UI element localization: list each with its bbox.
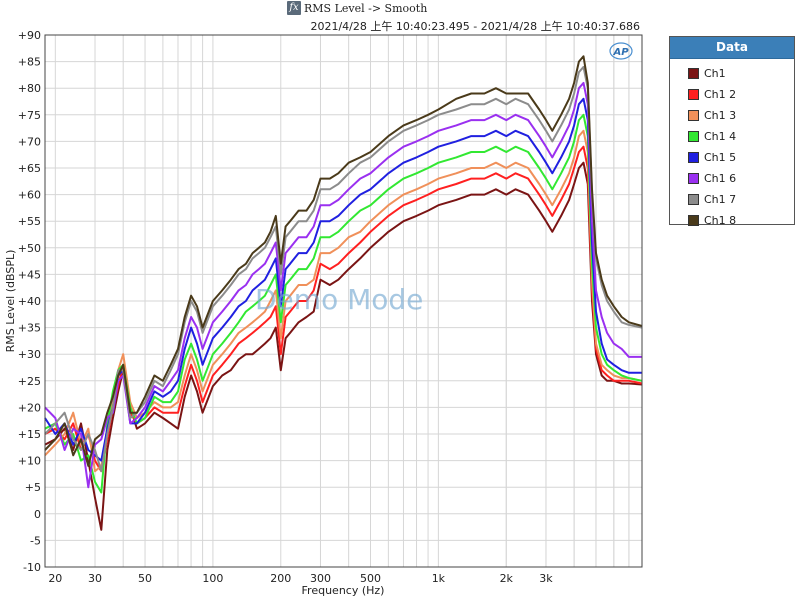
series-line-4	[44, 113, 643, 494]
y-tick-label: +45	[18, 268, 41, 281]
y-tick-label: +40	[18, 295, 41, 308]
plot-area-border	[44, 34, 643, 568]
y-tick-label: +30	[18, 348, 41, 361]
legend-item-4[interactable]: Ch1 4	[688, 126, 794, 147]
grid-lines	[45, 34, 643, 568]
legend-swatch	[688, 110, 699, 121]
legend-swatch	[688, 215, 699, 226]
legend-swatch	[688, 173, 699, 184]
legend-panel: Data Ch1 Ch1 2 Ch1 3 Ch1 4 Ch1 5 Ch1 6 Ch1 7 Ch…	[669, 36, 795, 227]
y-tick-label: +5	[25, 481, 41, 494]
legend-label: Ch1 6	[704, 172, 737, 185]
y-tick-label: -10	[23, 561, 41, 574]
series-lines	[44, 55, 643, 531]
x-axis-label: Frequency (Hz)	[302, 584, 385, 597]
legend-swatch	[688, 131, 699, 142]
legend-label: Ch1 5	[704, 151, 737, 164]
y-tick-label: +50	[18, 242, 41, 255]
x-tick-label: 100	[202, 572, 223, 585]
legend-item-7[interactable]: Ch1 7	[688, 189, 794, 210]
y-tick-label: +35	[18, 322, 41, 335]
legend-label: Ch1 2	[704, 88, 737, 101]
y-tick-labels: +90+85+80+75+70+65+60+55+50+45+40+35+30+…	[18, 29, 41, 574]
legend-item-1[interactable]: Ch1	[688, 63, 794, 84]
time-range-subtitle: 2021/4/28 上午 10:40:23.495 - 2021/4/28 上午…	[310, 20, 640, 33]
legend-item-6[interactable]: Ch1 6	[688, 168, 794, 189]
y-tick-label: +15	[18, 428, 41, 441]
legend-label: Ch1 7	[704, 193, 737, 206]
x-tick-labels: 20 30 50 100 200 300 500 1k 2k 3k	[48, 572, 553, 585]
legend-label: Ch1	[704, 67, 726, 80]
ap-logo-text: AP	[612, 47, 629, 58]
series-line-8	[44, 55, 643, 467]
series-line-6	[44, 81, 642, 489]
y-tick-label: +70	[18, 135, 41, 148]
legend-label: Ch1 4	[704, 130, 737, 143]
legend-item-3[interactable]: Ch1 3	[688, 105, 794, 126]
y-tick-label: +55	[18, 215, 41, 228]
legend-swatch	[688, 152, 699, 163]
y-tick-label: +25	[18, 375, 41, 388]
y-tick-label: +80	[18, 82, 41, 95]
legend-item-5[interactable]: Ch1 5	[688, 147, 794, 168]
legend-items: Ch1 Ch1 2 Ch1 3 Ch1 4 Ch1 5 Ch1 6 Ch1 7 Ch1 8	[670, 59, 794, 231]
series-line-7	[44, 65, 643, 473]
y-tick-label: +65	[18, 162, 41, 175]
x-tick-label: 1k	[432, 572, 446, 585]
y-tick-label: +75	[18, 109, 41, 122]
legend-swatch	[688, 194, 699, 205]
y-tick-label: +90	[18, 29, 41, 42]
x-tick-label: 2k	[500, 572, 514, 585]
x-tick-label: 30	[88, 572, 102, 585]
y-axis-label: RMS Level (dBSPL)	[4, 250, 17, 353]
series-line-2	[44, 145, 643, 473]
legend-swatch	[688, 68, 699, 79]
legend-label: Ch1 8	[704, 214, 737, 227]
title-bar: fx RMS Level -> Smooth	[287, 0, 427, 16]
y-tick-label: +85	[18, 56, 41, 69]
legend-swatch	[688, 89, 699, 100]
x-tick-label: 3k	[539, 572, 553, 585]
legend-title: Data	[670, 37, 794, 59]
y-tick-label: -5	[30, 534, 41, 547]
x-tick-label: 50	[138, 572, 152, 585]
y-tick-label: +60	[18, 189, 41, 202]
y-tick-label: +10	[18, 455, 41, 468]
series-line-3	[44, 129, 643, 473]
x-tick-label: 200	[270, 572, 291, 585]
fx-icon[interactable]: fx	[287, 1, 301, 15]
chart-title: RMS Level -> Smooth	[304, 1, 428, 15]
y-tick-label: +20	[18, 401, 41, 414]
legend-item-8[interactable]: Ch1 8	[688, 210, 794, 231]
y-tick-label: 0	[34, 508, 41, 521]
ap-logo: AP	[609, 42, 633, 60]
legend-label: Ch1 3	[704, 109, 737, 122]
legend-item-2[interactable]: Ch1 2	[688, 84, 794, 105]
x-tick-label: 500	[360, 572, 381, 585]
x-tick-label: 300	[310, 572, 331, 585]
x-tick-label: 20	[48, 572, 62, 585]
